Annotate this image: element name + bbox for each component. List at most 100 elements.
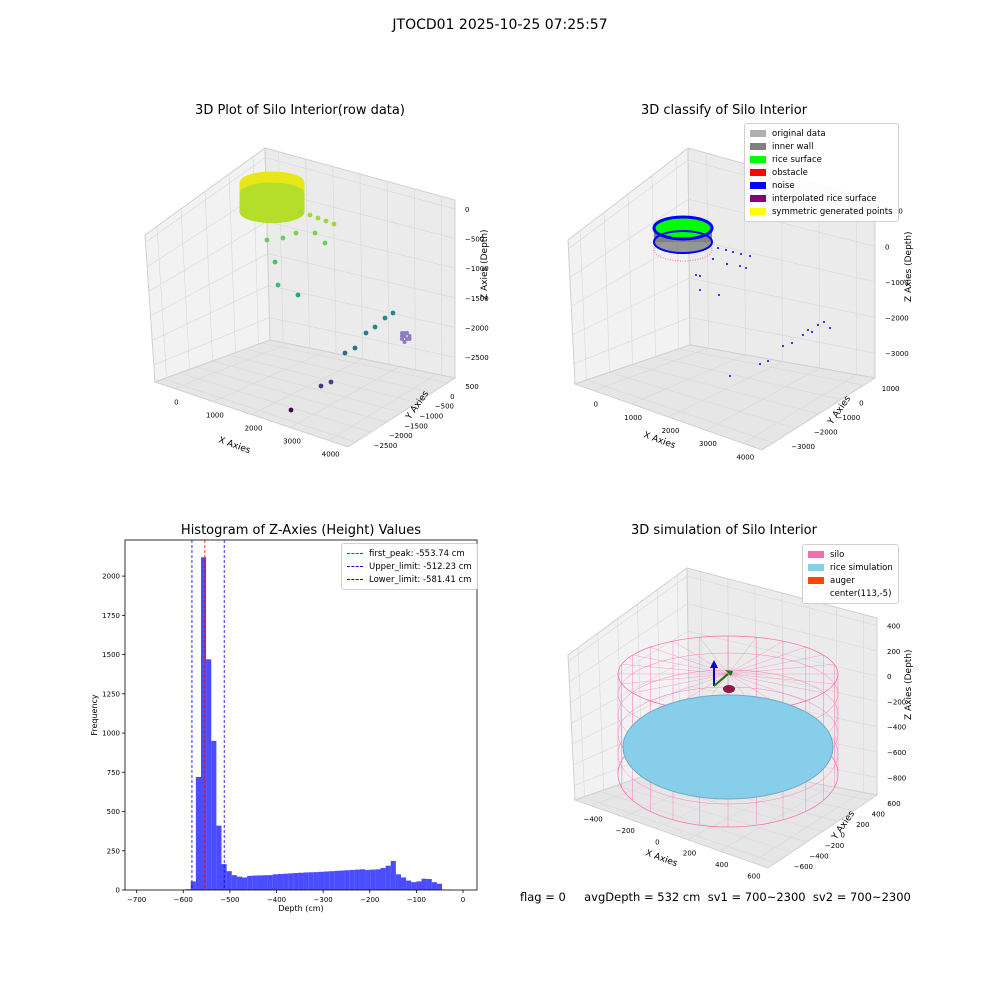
raw-point — [315, 215, 321, 221]
histogram-bar — [236, 876, 243, 890]
simulation-legend-entry: auger — [808, 574, 893, 587]
noise-point — [712, 258, 714, 260]
raw-point — [407, 334, 412, 338]
grid-line — [153, 317, 456, 366]
grid-line — [570, 630, 878, 703]
noise-point — [729, 375, 731, 377]
histogram-ytick-label: 1250 — [102, 690, 120, 698]
raw-grid — [145, 151, 456, 443]
histogram-bar — [349, 869, 355, 890]
classify-legend-entry: symmetric generated points — [750, 205, 893, 218]
histogram-legend: first_peak: -553.74 cm Upper_limit: -512.… — [341, 543, 478, 590]
raw-point — [297, 209, 303, 215]
histogram-xtick-label: −700 — [127, 896, 146, 904]
z-tick-label: −2000 — [885, 314, 909, 322]
noise-point — [739, 265, 741, 267]
x-tick-label: 1000 — [624, 414, 642, 422]
raw-point — [275, 282, 281, 288]
y-tick-label: −400 — [809, 852, 828, 860]
histogram-bar — [313, 872, 319, 890]
classify-legend-entry: obstacle — [750, 166, 893, 179]
histogram-vlines — [191, 540, 225, 890]
silo-spoke — [727, 673, 835, 684]
histogram-xtick-label: −600 — [174, 896, 193, 904]
noise-point — [782, 345, 784, 347]
noise-point — [811, 331, 813, 333]
simulation-center-marker — [710, 660, 735, 693]
noise-point — [817, 324, 819, 326]
histogram-ytick-label: 500 — [107, 808, 120, 816]
legend-label: auger — [830, 575, 855, 586]
histogram-bar — [431, 882, 437, 890]
x-tick-label: 0 — [655, 838, 659, 846]
histogram-bar — [344, 870, 350, 890]
legend-swatch — [750, 182, 766, 189]
legend-label: Upper_limit: -512.23 cm — [369, 561, 472, 572]
histogram-bar — [283, 873, 289, 890]
raw-point — [331, 221, 337, 227]
legend-swatch — [750, 156, 766, 163]
histogram-bar — [334, 870, 340, 890]
noise-point — [802, 334, 804, 336]
raw-tick-labels: 010002000300040005000−500−1000−1500−2000… — [174, 206, 489, 459]
grid-line — [228, 354, 417, 403]
legend-line-swatch — [347, 579, 363, 580]
raw-point — [328, 379, 334, 385]
z-tick-label: −400 — [887, 724, 906, 732]
histogram-bar — [318, 871, 325, 890]
histogram-bar — [385, 865, 391, 890]
grid-line — [156, 226, 167, 378]
legend-label: silo — [830, 549, 845, 560]
histogram-bar — [288, 873, 294, 890]
histogram-bar — [426, 879, 432, 890]
y-tick-label: 500 — [465, 383, 478, 391]
raw-point-ring — [239, 200, 305, 224]
silo-spoke — [727, 673, 806, 702]
legend-label: inner wall — [772, 141, 814, 152]
classify-legend-entry: rice surface — [750, 153, 893, 166]
noise-point — [745, 267, 747, 269]
grid-line — [597, 633, 605, 791]
raw-point — [323, 218, 329, 224]
raw-point — [272, 259, 278, 265]
raw-point — [400, 337, 404, 341]
silo-spoke — [650, 673, 729, 702]
silo-spoke — [727, 654, 824, 675]
x-tick-label: 3000 — [699, 440, 717, 448]
grid-line — [627, 193, 633, 365]
y-tick-label: −1500 — [404, 422, 428, 430]
legend-label: original data — [772, 128, 826, 139]
silo-spoke — [727, 664, 835, 675]
histogram-bar — [298, 872, 304, 890]
z-tick-label: 0 — [465, 206, 469, 214]
raw-point — [264, 237, 270, 243]
grid-line — [706, 153, 709, 349]
y-tick-label: −1000 — [420, 413, 444, 421]
z-tick-label: −1000 — [465, 265, 489, 273]
histogram-bar — [211, 740, 217, 890]
histogram-bar — [262, 875, 268, 890]
simulation-rice-surface — [622, 694, 834, 800]
y-tick-label: −3000 — [791, 443, 815, 451]
classify-plot-title: 3D classify of Silo Interior — [640, 103, 808, 118]
y-tick-label: 600 — [887, 800, 900, 808]
z-tick-label: −2000 — [465, 325, 489, 333]
histogram-xticks: −700 −600 −500 −400 −300 −200 −100 0 — [127, 890, 465, 904]
simulation-legend-entry: rice simulation — [808, 561, 893, 574]
grid-line — [228, 174, 236, 353]
classify-legend-entry: inner wall — [750, 140, 893, 153]
simulation-zlabel: Z Axies (Depth) — [904, 649, 914, 720]
noise-point — [740, 253, 742, 255]
silo-spoke — [727, 640, 784, 675]
classify-legend: original data inner wall rice surface obsta… — [744, 123, 899, 222]
histogram-xtick-label: −300 — [314, 896, 333, 904]
raw-zlabel: Z Axies (Depth) — [480, 229, 490, 300]
histogram-ytick-label: 1500 — [102, 651, 120, 659]
silo-spoke — [621, 664, 729, 675]
silo-spoke — [632, 654, 729, 675]
raw-point — [322, 240, 328, 246]
y-tick-label: −2000 — [814, 428, 838, 436]
histogram-title: Histogram of Z-Axies (Height) Values — [180, 523, 422, 538]
histogram-ytick-label: 2000 — [102, 573, 120, 581]
